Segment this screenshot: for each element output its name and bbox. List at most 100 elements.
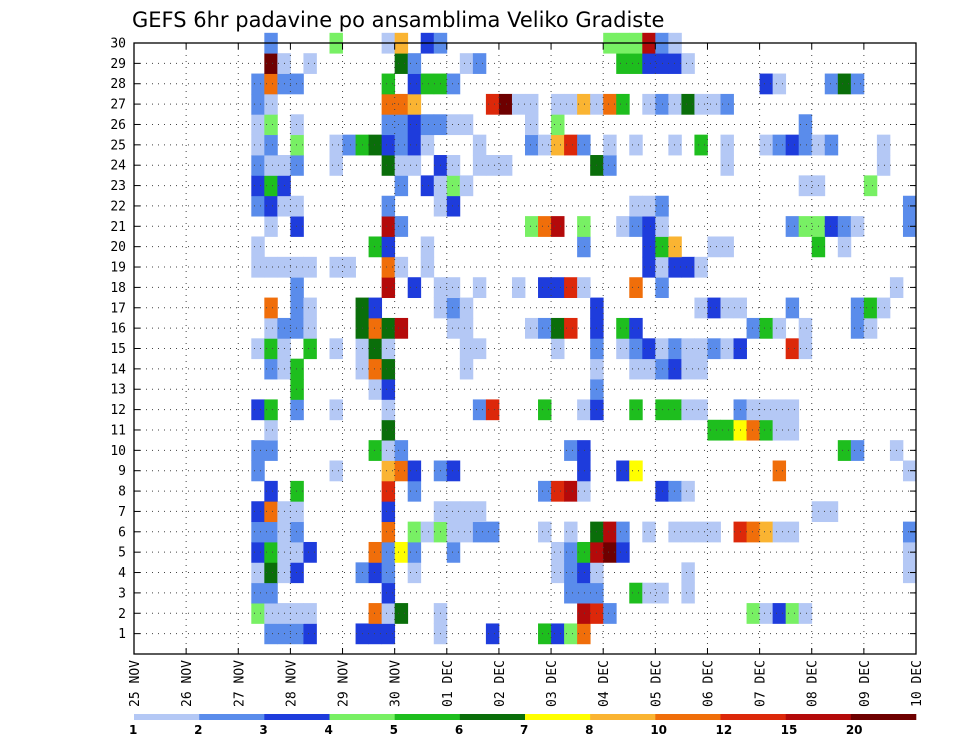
heatmap-cell (381, 623, 396, 645)
heatmap-cell (303, 256, 317, 278)
colorbar-label: 10 (650, 723, 667, 737)
heatmap-cell (303, 317, 317, 339)
heatmap-cell (746, 317, 760, 339)
y-tick-label: 20 (110, 240, 126, 255)
heatmap-cell (746, 419, 760, 441)
heatmap-cell (564, 582, 578, 604)
heatmap-cell (394, 603, 409, 624)
heatmap-cell (446, 297, 461, 319)
heatmap-cell (538, 623, 552, 645)
heatmap-cell (850, 440, 865, 461)
y-tick-label: 15 (110, 342, 126, 357)
heatmap-cell (577, 541, 591, 563)
heatmap-cell (538, 521, 552, 543)
heatmap-cell (251, 236, 265, 258)
heatmap-cell (668, 521, 682, 543)
heatmap-cell (850, 216, 865, 237)
y-tick-label: 5 (118, 546, 126, 561)
heatmap-cell (902, 460, 917, 482)
heatmap-cell (616, 338, 630, 360)
heatmap-cell (407, 73, 422, 95)
heatmap-cell (251, 562, 265, 584)
colorbar-label: 4 (325, 723, 333, 737)
heatmap-cell (498, 93, 513, 115)
colorbar-swatch (525, 714, 591, 720)
heatmap-cell (407, 562, 422, 584)
heatmap-cell (420, 256, 435, 278)
heatmap-cell (837, 236, 852, 258)
y-tick-label: 4 (118, 566, 126, 581)
heatmap-cell (746, 603, 760, 624)
heatmap-cell (264, 480, 278, 502)
heatmap-cell (407, 541, 422, 563)
heatmap-cell (251, 603, 265, 624)
x-tick-label: 26 NOV (180, 660, 195, 707)
heatmap-cell (642, 216, 656, 237)
heatmap-cell (863, 297, 878, 319)
heatmap-cell (381, 582, 396, 604)
heatmap-cell (407, 460, 422, 482)
colorbar-label: 2 (194, 723, 202, 737)
heatmap-cell (798, 317, 813, 339)
heatmap-cell (407, 114, 422, 136)
heatmap-cell (681, 480, 695, 502)
heatmap-cell (564, 480, 578, 502)
heatmap-cell (837, 440, 852, 461)
heatmap-cell (381, 480, 396, 502)
heatmap-cell (538, 399, 552, 421)
heatmap-cell (264, 358, 278, 380)
heatmap-cell (798, 216, 813, 237)
x-tick-label: 09 DEC (858, 660, 873, 707)
heatmap-cell (785, 297, 800, 319)
heatmap-cell (394, 440, 409, 461)
colorbar-swatch (459, 714, 526, 720)
heatmap-cell (681, 399, 695, 421)
heatmap-cell (902, 216, 917, 237)
heatmap-cell (538, 134, 552, 156)
heatmap-cell (577, 134, 591, 156)
x-axis-labels: 25 NOV 26 NOV 27 NOV 28 NOV 29 NOV 30 NOV 01 D… (128, 660, 925, 707)
heatmap-cell (420, 236, 435, 258)
heatmap-cell (290, 623, 304, 645)
heatmap-cell (368, 297, 383, 319)
heatmap-cell (798, 134, 813, 156)
heatmap-cell (264, 623, 278, 645)
y-tick-label: 24 (110, 159, 126, 174)
y-tick-label: 3 (118, 586, 126, 601)
heatmap-cell (303, 297, 317, 319)
heatmap-cell (564, 93, 578, 115)
heatmap-cell (577, 399, 591, 421)
heatmap-cell (798, 175, 813, 197)
heatmap-cell (564, 623, 578, 645)
heatmap-cell (746, 521, 760, 543)
heatmap-cell (577, 460, 591, 482)
x-tick-label: 29 NOV (337, 660, 352, 707)
y-tick-label: 1 (118, 627, 126, 642)
colorbar-swatch (720, 714, 786, 720)
colorbar-swatch (590, 714, 656, 720)
heatmap-cell (394, 53, 409, 74)
y-tick-label: 12 (110, 403, 126, 418)
heatmap-cell (759, 603, 774, 624)
heatmap-cell (681, 256, 695, 278)
heatmap-cell (368, 562, 383, 584)
heatmap-cell (616, 317, 630, 339)
heatmap-cell (577, 480, 591, 502)
heatmap-cell (772, 399, 787, 421)
heatmap-cell (564, 541, 578, 563)
y-tick-label: 22 (110, 199, 126, 214)
heatmap-cell (394, 256, 409, 278)
heatmap-cell (394, 216, 409, 237)
heatmap-cell (642, 338, 656, 360)
y-tick-label: 27 (110, 98, 126, 113)
heatmap-cell (368, 379, 383, 400)
heatmap-cell (668, 236, 682, 258)
heatmap-cell (616, 53, 630, 74)
heatmap-cell (772, 603, 787, 624)
heatmap-cells (251, 32, 917, 645)
heatmap-cell (381, 338, 396, 360)
heatmap-cell (902, 521, 917, 543)
heatmap-cell (577, 216, 591, 237)
heatmap-cell (264, 134, 278, 156)
heatmap-cell (876, 297, 891, 319)
